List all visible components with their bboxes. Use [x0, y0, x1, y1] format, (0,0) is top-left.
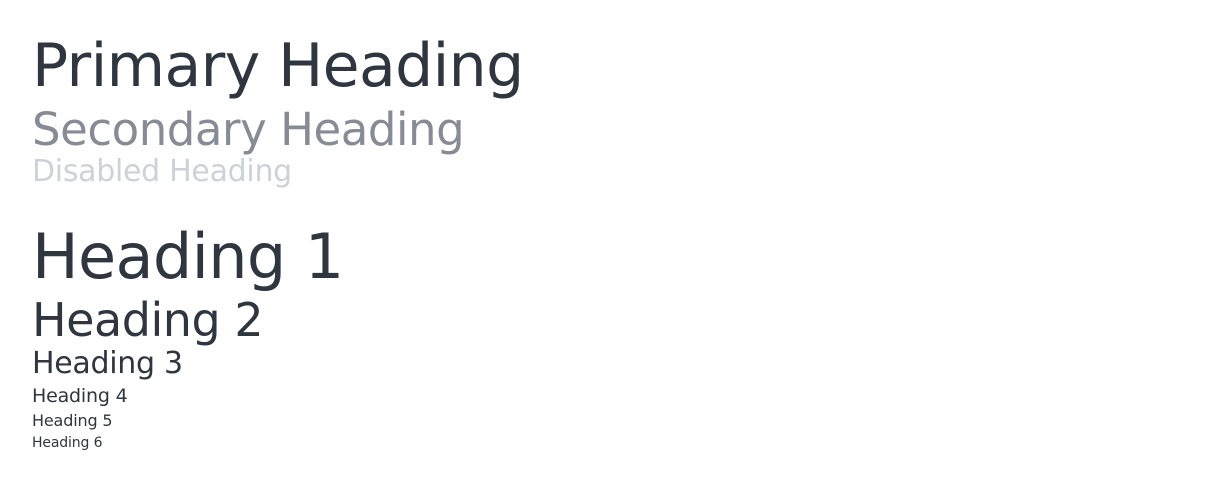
primary-heading: Primary Heading — [32, 31, 524, 101]
heading-1: Heading 1 — [32, 220, 344, 293]
typography-showcase: Primary Heading Secondary Heading Disabl… — [32, 0, 1182, 487]
heading-5: Heading 5 — [32, 411, 113, 430]
disabled-heading: Disabled Heading — [32, 154, 292, 189]
heading-6: Heading 6 — [32, 435, 103, 451]
secondary-heading: Secondary Heading — [32, 103, 465, 156]
heading-2: Heading 2 — [32, 293, 264, 347]
heading-3: Heading 3 — [32, 346, 183, 381]
heading-4: Heading 4 — [32, 385, 128, 407]
